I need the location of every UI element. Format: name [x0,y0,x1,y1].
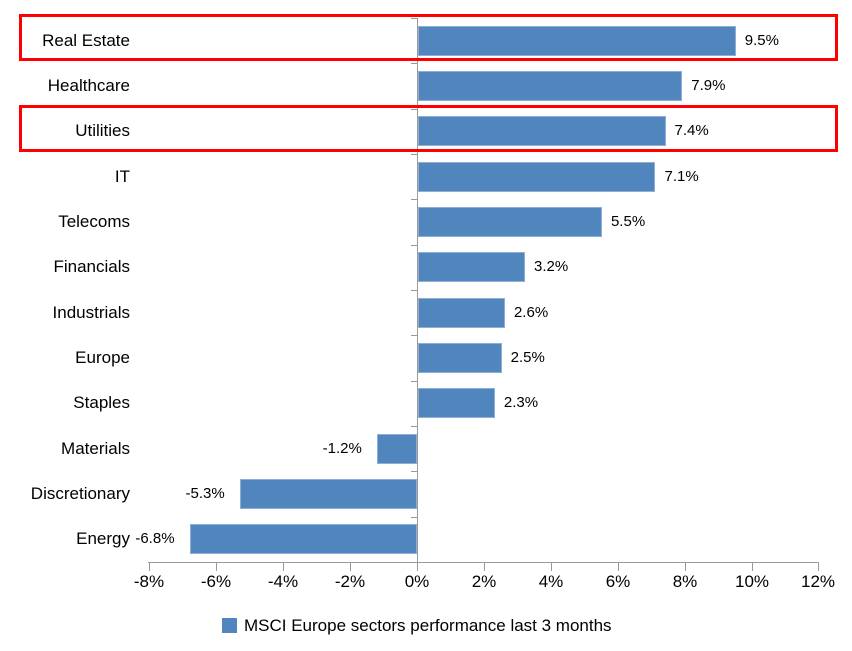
category-axis-tick [411,335,417,336]
value-axis-tick-label: -2% [334,572,366,591]
category-label: Utilities [75,121,130,141]
value-axis-tick [149,562,150,571]
value-axis-tick-label: 4% [538,572,564,591]
value-axis-tick [818,562,819,571]
category-axis-tick [411,517,417,518]
legend-label: MSCI Europe sectors performance last 3 m… [244,616,612,635]
value-axis-tick-label: 8% [672,572,698,591]
value-axis-tick [417,562,418,571]
value-label: -6.8% [135,530,175,548]
bar [418,116,666,147]
value-axis-line [148,562,820,563]
category-axis-tick [411,199,417,200]
value-axis-tick-label: 12% [800,572,836,591]
category-axis-tick [411,381,417,382]
bar [418,388,495,419]
value-axis-tick-label: 0% [404,572,430,591]
value-label: 7.9% [691,77,726,94]
category-label: Discretionary [30,484,130,503]
category-axis-tick [411,63,417,64]
value-label: -1.2% [322,439,362,457]
category-label: Real Estate [42,30,130,50]
legend: MSCI Europe sectors performance last 3 m… [222,615,612,636]
value-label: -5.3% [185,485,225,502]
category-label: Financials [53,257,130,277]
bar [418,297,505,328]
value-label: 7.4% [674,122,709,140]
value-axis-tick [350,562,351,571]
bar [376,433,417,464]
value-label: 2.5% [510,349,545,366]
category-axis-tick [411,18,417,19]
value-axis-tick [283,562,284,571]
value-label: 2.6% [513,303,549,321]
value-axis-tick [551,562,552,571]
category-label: Materials [61,438,130,458]
value-axis-tick-label: -4% [267,572,299,591]
bar [418,343,502,373]
category-label: IT [114,166,130,186]
bar [239,479,417,509]
category-label: Europe [75,348,130,367]
category-axis-tick [411,471,417,472]
category-label: Healthcare [47,76,130,95]
category-axis-tick [411,109,417,110]
category-label: Energy [76,529,130,549]
value-axis-tick [685,562,686,571]
value-axis-tick [484,562,485,571]
value-axis-tick [216,562,217,571]
value-axis-tick-label: -8% [133,572,165,591]
bar [418,161,656,192]
category-label: Industrials [52,302,130,322]
value-axis-tick-label: 2% [471,572,497,591]
value-label: 9.5% [744,31,779,49]
bar [418,25,736,56]
bar [189,524,417,555]
value-label: 3.2% [534,258,569,276]
bar [418,207,602,237]
value-axis-tick-label: 6% [605,572,631,591]
highlight-box [19,14,838,62]
bar [418,252,526,283]
bar [418,71,683,101]
highlight-box [19,104,838,152]
value-axis-tick [752,562,753,571]
value-label: 2.3% [503,394,539,412]
value-label: 7.1% [664,167,699,185]
category-label: Staples [73,393,130,413]
value-axis-tick-label: 10% [734,572,770,591]
category-axis-tick [411,290,417,291]
category-axis-tick [411,245,417,246]
legend-swatch-icon [222,618,237,633]
category-label: Telecoms [58,212,130,231]
category-axis-tick [411,426,417,427]
category-axis-tick [411,154,417,155]
category-axis-line [417,18,418,562]
value-axis-tick [618,562,619,571]
category-axis-tick [411,562,417,563]
value-axis-tick-label: -6% [200,572,232,591]
value-label: 5.5% [610,213,646,230]
